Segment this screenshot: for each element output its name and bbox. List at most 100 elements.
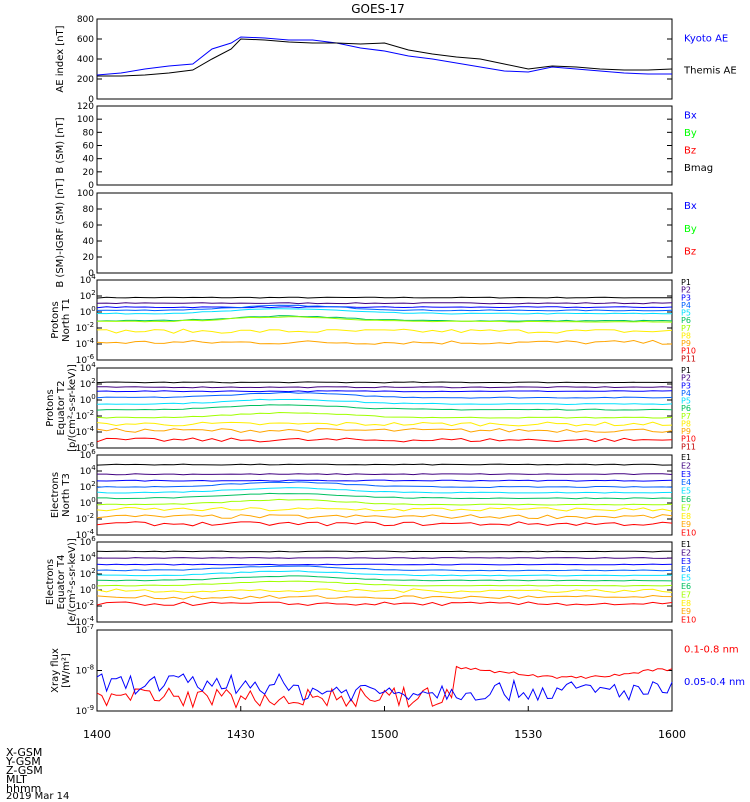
y-tick-label: 400	[77, 55, 94, 65]
legend-p8: P8	[681, 419, 691, 428]
y-tick-label: 100	[77, 115, 94, 125]
legend-e9: E9	[681, 520, 691, 529]
y-axis-label: Equator T2	[56, 381, 67, 436]
channel-line-e9	[96, 514, 673, 520]
legend-bx: Bx	[684, 110, 697, 121]
y-tick-label: 102	[80, 480, 96, 493]
channel-line-p10	[96, 437, 673, 443]
channel-line-p5	[96, 398, 673, 406]
legend-p10: P10	[681, 347, 696, 356]
legend-p11: P11	[681, 354, 696, 363]
x-tick-label: 1500	[371, 728, 399, 741]
y-tick-label: 100	[80, 583, 96, 596]
channel-line-p1	[96, 381, 673, 384]
plot-title: GOES-17	[351, 2, 405, 16]
channel-line-e2	[97, 557, 673, 559]
channel-line-e7	[96, 580, 673, 587]
channel-line-e10	[96, 601, 673, 607]
x-tick-label: 1600	[658, 728, 686, 741]
channel-line-p2	[97, 386, 673, 389]
channel-line-e10	[96, 521, 673, 527]
channel-line-e3	[96, 479, 673, 482]
channel-line-e4	[96, 481, 673, 489]
panel-frame	[96, 18, 673, 100]
y-tick-label: 104	[80, 551, 96, 564]
footer-date: 2019 Mar 14	[6, 791, 70, 802]
legend-p6: P6	[681, 404, 691, 413]
y-axis-label: Protons	[45, 389, 56, 426]
channel-line-p3	[96, 390, 673, 393]
footer-label-z-gsm: Z-GSM	[6, 764, 43, 777]
y-tick-label: 10-4	[76, 337, 95, 350]
y-tick-label: 40	[83, 155, 95, 165]
y-axis-label: North T1	[61, 298, 72, 342]
channel-line-p9	[96, 339, 673, 345]
y-tick-label: 100	[80, 393, 96, 406]
channel-line-p4	[96, 391, 673, 399]
y-tick-label: 120	[77, 102, 94, 112]
channel-line-e5	[96, 487, 673, 494]
panel-2: 120 100 80 60 40 20 0 B (SM) [nT] Bx By Bz Bmag	[55, 102, 713, 191]
y-axis-label: Xray flux	[50, 648, 61, 693]
panel-frame	[96, 367, 673, 449]
y-tick-label: 0	[88, 95, 94, 105]
legend-e2: E2	[681, 461, 691, 470]
y-tick-label: 106	[80, 535, 96, 548]
legend-e8: E8	[681, 599, 691, 608]
footer-label-mlt: MLT	[6, 773, 27, 786]
legend-p7: P7	[681, 324, 691, 333]
legend-0-1-0-8-nm: 0.1-0.8 nm	[684, 645, 739, 656]
y-tick-label: 10-2	[76, 512, 94, 525]
channel-line-e1	[96, 463, 673, 466]
legend-e8: E8	[681, 512, 691, 521]
y-axis-label: [p/(cm²-s-sr-keV)]	[67, 364, 78, 452]
y-tick-label: 20	[83, 253, 95, 263]
y-tick-label: 10-4	[76, 425, 95, 438]
y-tick-label: 60	[83, 142, 95, 152]
y-tick-label: 102	[80, 289, 96, 302]
y-tick-label: 800	[77, 15, 94, 25]
legend-e7: E7	[681, 503, 691, 512]
y-tick-label: 100	[80, 305, 96, 318]
legend-bmag: Bmag	[684, 163, 713, 174]
channel-line-p5	[96, 308, 672, 315]
legend-bz: Bz	[684, 247, 696, 258]
y-axis-label: B (SM)-IGRF (SM) [nT]	[55, 178, 66, 287]
legend-p2: P2	[681, 374, 691, 383]
y-tick-label: 80	[83, 205, 95, 215]
panel-frame	[96, 629, 673, 712]
panel-8: 10-7 10-8 10-9 Xray flux [W/m²] 0.1-0.8 nm 0.0…	[50, 623, 745, 717]
y-axis-label: [W/m²]	[61, 653, 72, 688]
channel-line-e2	[97, 473, 673, 476]
x-tick-label: 1400	[83, 728, 111, 741]
panel-frame	[96, 105, 673, 186]
footer-label-x-gsm: X-GSM	[6, 746, 43, 759]
y-tick-label: 100	[77, 189, 94, 199]
footer-label-hhmm: hhmm	[6, 782, 42, 795]
legend-e4: E4	[681, 478, 691, 487]
panel-frame	[96, 192, 673, 274]
y-tick-label: 10-2	[76, 321, 94, 334]
panel-frame	[96, 541, 673, 623]
y-tick-label: 106	[80, 448, 96, 461]
panel-1: 800 600 400 200 0 AE index [nT] Kyoto AE Themis…	[55, 15, 737, 105]
y-tick-label: 10-2	[76, 409, 94, 422]
channel-line-p7	[96, 411, 673, 419]
y-tick-label: 40	[83, 237, 95, 247]
legend-p6: P6	[681, 316, 691, 325]
y-axis-label: Protons	[50, 301, 61, 338]
channel-line-p2	[96, 302, 673, 305]
footer-label-y-gsm: Y-GSM	[6, 755, 41, 768]
y-tick-label: 0	[88, 269, 94, 279]
y-tick-label: 10-2	[76, 599, 94, 612]
channel-line-e6	[96, 575, 673, 582]
legend-bx: Bx	[684, 201, 697, 212]
channel-line-p1	[96, 296, 673, 299]
legend-p3: P3	[681, 293, 691, 302]
y-tick-label: 10-9	[76, 704, 94, 717]
channel-line-e3	[96, 563, 673, 566]
x-tick-label: 1530	[514, 728, 542, 741]
panel-3: 100 80 60 40 20 0 B (SM)-IGRF (SM) [nT] Bx By Bz	[55, 178, 697, 287]
